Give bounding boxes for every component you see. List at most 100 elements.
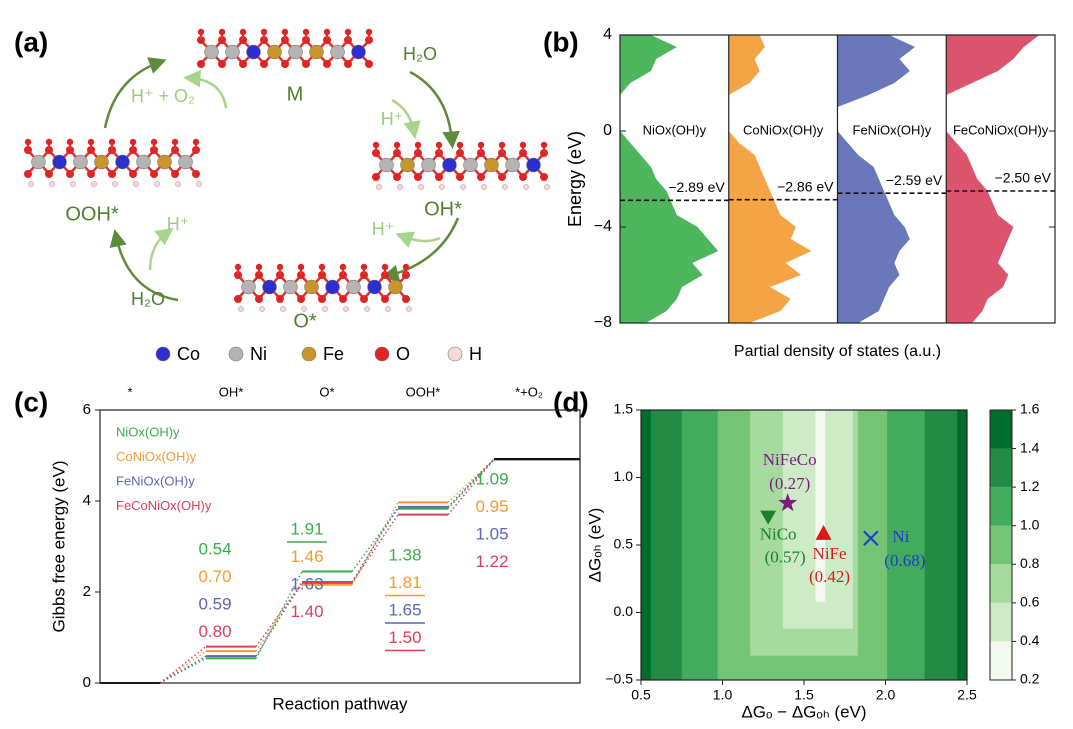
- oxygen-atom: [393, 141, 401, 149]
- metal-atom: [330, 44, 345, 60]
- oxygen-atom: [234, 263, 242, 271]
- category-label: OOH*: [406, 384, 441, 399]
- oxygen-atom: [323, 60, 331, 68]
- metal-atom: [309, 44, 324, 60]
- hydrogen-atom: [154, 181, 160, 187]
- point-name: NiFe: [813, 544, 847, 563]
- crystal-slab: [234, 263, 412, 312]
- level-label: −2.89 eV: [668, 179, 725, 195]
- y-tick-label: −4: [594, 218, 612, 235]
- y-tick-label: 0: [603, 122, 612, 139]
- y-tick-label: 0: [83, 674, 91, 691]
- step-energy-label: 1.22: [475, 552, 508, 571]
- state-label: OOH*: [65, 203, 119, 225]
- plot-frame: [619, 34, 1056, 324]
- legend-swatch: [155, 346, 171, 362]
- arrow: [391, 98, 421, 139]
- oxygen-atom: [87, 170, 95, 178]
- hydrogen-atom: [91, 181, 97, 187]
- point-name: NiFeCo: [763, 450, 817, 469]
- metal-atom: [178, 154, 193, 170]
- arrow: [148, 227, 174, 271]
- step-energy-label: 1.63: [290, 574, 323, 593]
- hydrogen-atom: [376, 184, 382, 190]
- point-marker: [778, 493, 798, 512]
- oxygen-atom: [372, 141, 380, 149]
- step-connector: [351, 506, 399, 583]
- legend-label: H: [469, 344, 482, 364]
- legend-label: FeNiOx(OH)y: [116, 473, 195, 488]
- step-connector: [159, 646, 207, 684]
- oxygen-atom: [414, 141, 422, 149]
- oxygen-atom: [456, 173, 464, 181]
- step-energy-label: 1.46: [290, 547, 323, 566]
- y-tick-label: 2: [83, 583, 91, 600]
- oxygen-atom: [302, 28, 310, 36]
- colorbar-bin: [990, 448, 1012, 488]
- y-tick-label: −0.5: [605, 671, 633, 687]
- oxygen-atom: [260, 28, 268, 36]
- y-tick-label: 4: [603, 26, 612, 43]
- hydrogen-atom: [523, 184, 529, 190]
- step-energy-label: 1.38: [388, 545, 421, 564]
- colorbar-tick-label: 0.2: [1020, 671, 1040, 687]
- oxygen-atom: [339, 295, 347, 303]
- metal-atom: [241, 279, 256, 295]
- column-label: FeCoNiOx(OH)y: [953, 122, 1049, 137]
- legend-swatch: [228, 346, 244, 362]
- y-axis-label: Gibbs free energy (eV): [49, 461, 68, 633]
- category-label: *: [127, 384, 132, 399]
- legend-label: FeCoNiOx(OH)y: [116, 498, 212, 513]
- oxygen-atom: [129, 138, 137, 146]
- state-label: M: [287, 83, 304, 105]
- oxygen-atom: [540, 173, 548, 181]
- metal-atom: [31, 154, 46, 170]
- y-axis-label: Energy (eV): [565, 131, 585, 227]
- oxygen-atom: [150, 138, 158, 146]
- oxygen-atom: [260, 60, 268, 68]
- oxygen-atom: [318, 295, 326, 303]
- dos-area: [946, 35, 1040, 323]
- oxygen-atom: [24, 170, 32, 178]
- arrow: [183, 69, 228, 109]
- x-tick-label: 2.0: [876, 687, 896, 703]
- hydrogen-atom: [301, 306, 307, 312]
- metal-atom: [325, 279, 340, 295]
- colorbar-tick-label: 0.6: [1020, 594, 1040, 610]
- step-connector: [159, 655, 207, 684]
- hydrogen-atom: [385, 306, 391, 312]
- colorbar-tick-label: 0.8: [1020, 555, 1040, 571]
- step-energy-label: 0.80: [198, 622, 231, 641]
- species-label: H₂O: [403, 44, 437, 64]
- step-energy-label: 0.95: [475, 497, 508, 516]
- oxygen-atom: [171, 170, 179, 178]
- legend-swatch: [374, 346, 390, 362]
- hydrogen-atom: [502, 184, 508, 190]
- metal-atom: [288, 44, 303, 60]
- column-label: NiOx(OH)y: [643, 122, 707, 137]
- oxygen-atom: [281, 60, 289, 68]
- oxygen-atom: [365, 60, 373, 68]
- oxygen-atom: [498, 173, 506, 181]
- species-label: H⁺: [167, 214, 190, 234]
- x-tick-label: 1.5: [794, 687, 814, 703]
- metal-atom: [505, 157, 520, 173]
- oxygen-atom: [339, 263, 347, 271]
- oxygen-atom: [197, 28, 205, 36]
- oxygen-atom: [477, 141, 485, 149]
- oxygen-atom: [344, 60, 352, 68]
- oxygen-atom: [129, 170, 137, 178]
- metal-atom: [379, 157, 394, 173]
- oxygen-atom: [477, 173, 485, 181]
- step-energy-label: 1.05: [475, 524, 508, 543]
- metal-atom: [283, 279, 298, 295]
- legend-label: O: [396, 344, 410, 364]
- metal-atom: [304, 279, 319, 295]
- legend-label: Ni: [250, 344, 267, 364]
- hydrogen-atom: [112, 181, 118, 187]
- step-connector: [447, 458, 495, 503]
- oxygen-atom: [360, 295, 368, 303]
- y-tick-label: 1.0: [614, 468, 634, 484]
- hydrogen-atom: [259, 306, 265, 312]
- metal-atom: [94, 154, 109, 170]
